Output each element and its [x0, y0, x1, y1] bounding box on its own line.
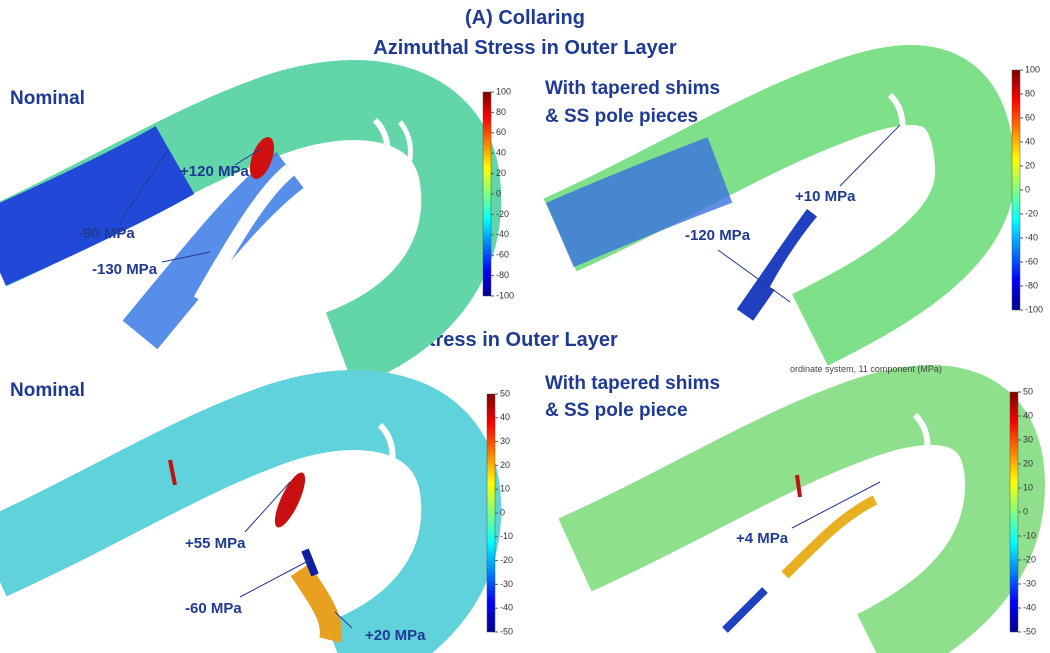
stress-plot [0, 60, 502, 388]
colorbar [486, 393, 496, 633]
colorbar-tick-label: 50 [1023, 386, 1033, 396]
annotation: -60 MPa [185, 600, 242, 617]
panel-label: With tapered shims [545, 78, 720, 99]
colorbar-tick-label: 60 [496, 127, 506, 137]
colorbar-tick-label: -50 [1023, 626, 1036, 636]
colorbar-tick-label: -100 [1025, 304, 1043, 314]
colorbar-tick-label: -40 [1025, 232, 1038, 242]
colorbar-tick-label: 0 [500, 507, 505, 517]
leader-line [234, 147, 263, 166]
colorbar-tick-label: 40 [1023, 410, 1033, 420]
colorbar-tick-label: -20 [1025, 208, 1038, 218]
annotation: -120 MPa [685, 227, 751, 244]
colorbar-tick-label: -40 [1023, 602, 1036, 612]
annotation: +4 MPa [736, 530, 789, 547]
panel-label: & SS pole piece [545, 400, 688, 421]
colorbar-tick-label: -50 [500, 626, 513, 636]
colorbar-tick-label: 100 [496, 86, 511, 96]
leader-line [839, 124, 901, 187]
panel-label: With tapered shims [545, 373, 720, 394]
leader-line [119, 149, 169, 223]
colorbar-tick-label: -10 [1023, 530, 1036, 540]
leader-line [239, 559, 311, 598]
annotation: +55 MPa [185, 535, 246, 552]
colorbar-tick-label: -20 [496, 209, 509, 219]
colorbar-tick-label: 40 [500, 412, 510, 422]
colorbar-tick-label: 100 [1025, 64, 1040, 74]
colorbar-tick-label: -20 [1023, 554, 1036, 564]
colorbar-tick-label: -60 [1025, 256, 1038, 266]
stress-plot [558, 365, 1046, 653]
annotation: +20 MPa [365, 627, 426, 644]
colorbar-tick-label: 20 [1025, 160, 1035, 170]
colorbar-tick-label: -60 [496, 250, 509, 260]
annotation: -90 MPa [78, 225, 135, 242]
stress-plot [543, 45, 1016, 366]
colorbar-tick-label: -30 [1023, 578, 1036, 588]
section-title: Azimuthal Stress in Outer Layer [373, 37, 677, 59]
leader-line [717, 249, 791, 303]
colorbar-tick-label: 20 [500, 460, 510, 470]
colorbar [482, 91, 492, 297]
colorbar-tick-label: -20 [500, 555, 513, 565]
colorbar-tick-label: -100 [496, 290, 514, 300]
colorbar-tick-label: -80 [496, 270, 509, 280]
colorbar-tick-label: -30 [500, 579, 513, 589]
leader-line [161, 251, 211, 263]
colorbar-tick-label: 0 [496, 188, 501, 198]
colorbar-tick-label: -40 [500, 603, 513, 613]
colorbar-tick-label: 20 [1023, 458, 1033, 468]
title: (A) Collaring [465, 7, 585, 29]
colorbar-tick-label: 80 [496, 107, 506, 117]
colorbar-tick-label: 40 [1025, 136, 1035, 146]
colorbar-tick-label: 30 [1023, 434, 1033, 444]
colorbar-tick-label: 30 [500, 436, 510, 446]
colorbar-tick-label: 80 [1025, 88, 1035, 98]
plot-caption: ordinate system, 11 component (MPa) [790, 364, 942, 374]
colorbar-tick-label: 10 [500, 484, 510, 494]
colorbar-tick-label: 10 [1023, 482, 1033, 492]
colorbar-tick-label: -80 [1025, 280, 1038, 290]
colorbar-tick-label: 0 [1025, 184, 1030, 194]
leader-line [334, 611, 353, 629]
annotation: -130 MPa [92, 261, 158, 278]
annotation: +120 MPa [180, 163, 249, 180]
panel-label: & SS pole pieces [545, 106, 698, 127]
colorbar-tick-label: 0 [1023, 506, 1028, 516]
colorbar-tick-label: -40 [496, 229, 509, 239]
panel-label: Nominal [10, 380, 85, 401]
panel-label: Nominal [10, 88, 85, 109]
colorbar [1011, 69, 1021, 311]
colorbar-tick-label: 20 [496, 168, 506, 178]
colorbar-tick-label: 40 [496, 148, 506, 158]
colorbar [1009, 391, 1019, 633]
stress-plot [0, 370, 502, 653]
colorbar-tick-label: -10 [500, 531, 513, 541]
colorbar-tick-label: 50 [500, 388, 510, 398]
colorbar-tick-label: 60 [1025, 112, 1035, 122]
leader-line [244, 481, 291, 533]
annotation: +10 MPa [795, 188, 856, 205]
leader-line [791, 481, 881, 529]
